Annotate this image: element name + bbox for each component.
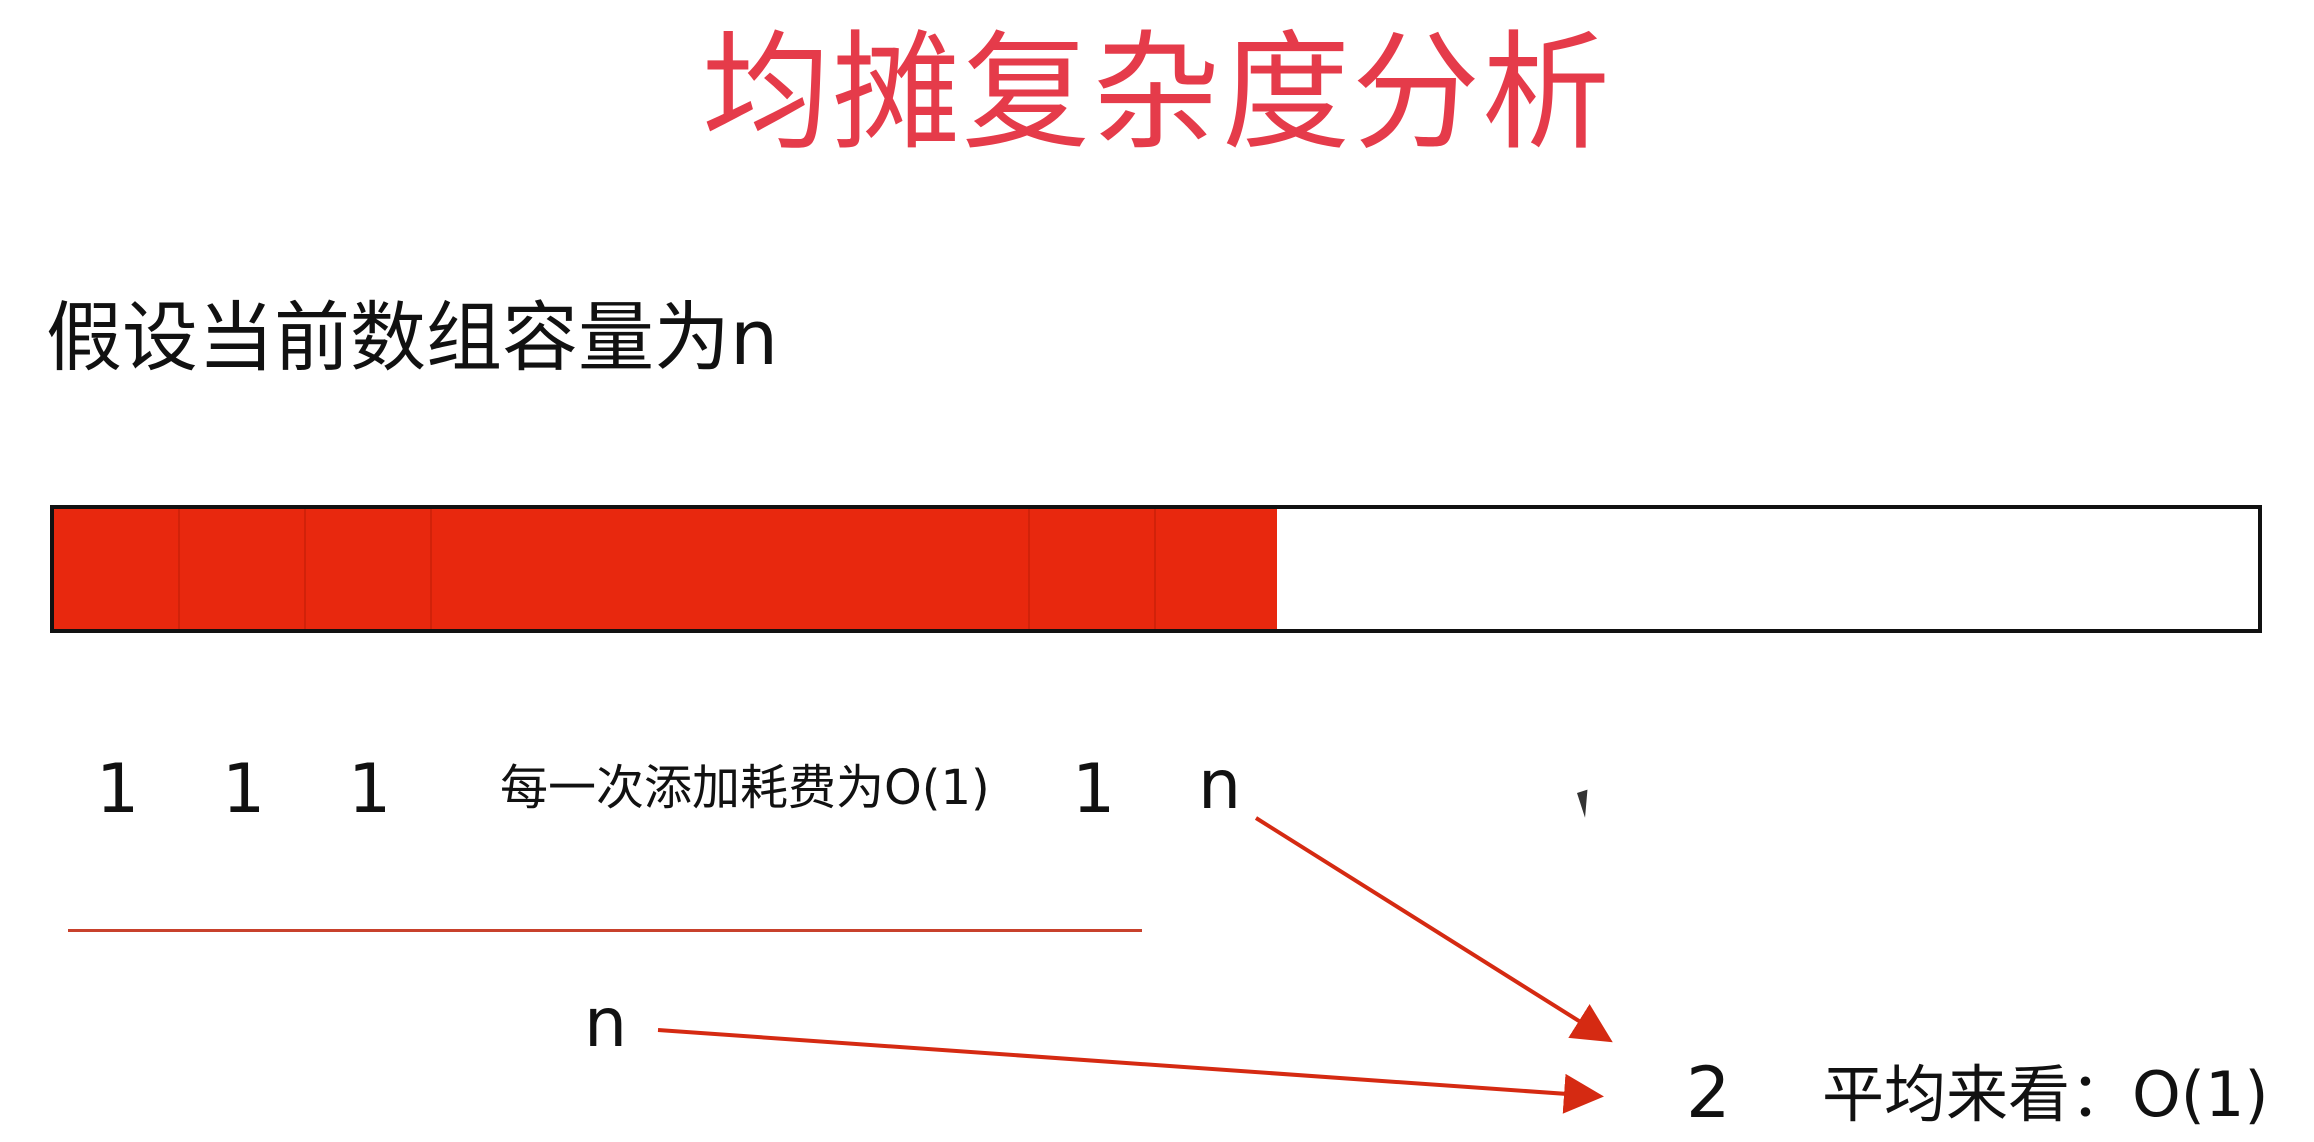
- result-value: 2: [1686, 1052, 1731, 1134]
- cost-label-2: 1: [222, 750, 266, 829]
- average-result-text: 平均来看：O(1): [1822, 1058, 2269, 1131]
- arrow-n-to-result: [1254, 816, 1613, 1043]
- arrow-sum-to-result: [657, 1028, 1604, 1114]
- assumption-text: 假设当前数组容量为n: [46, 293, 779, 382]
- cell-divider: [1028, 509, 1030, 629]
- sum-label-n: n: [584, 984, 628, 1063]
- cost-label-1: 1: [96, 750, 140, 829]
- array-bar: [50, 505, 2262, 633]
- cost-label-4: 1: [1072, 750, 1116, 829]
- slide-title: 均摊复杂度分析: [701, 19, 1612, 168]
- cost-label-n: n: [1198, 746, 1242, 825]
- cell-divider: [178, 509, 180, 629]
- cell-divider: [430, 509, 432, 629]
- mouse-pointer-icon: [1577, 789, 1596, 818]
- array-filled-portion: [54, 509, 1278, 629]
- cell-divider: [1154, 509, 1156, 629]
- cost-label-3: 1: [348, 750, 392, 829]
- cell-divider: [304, 509, 306, 629]
- per-add-cost-note: 每一次添加耗费为O(1): [500, 760, 990, 816]
- sum-line: [68, 929, 1142, 932]
